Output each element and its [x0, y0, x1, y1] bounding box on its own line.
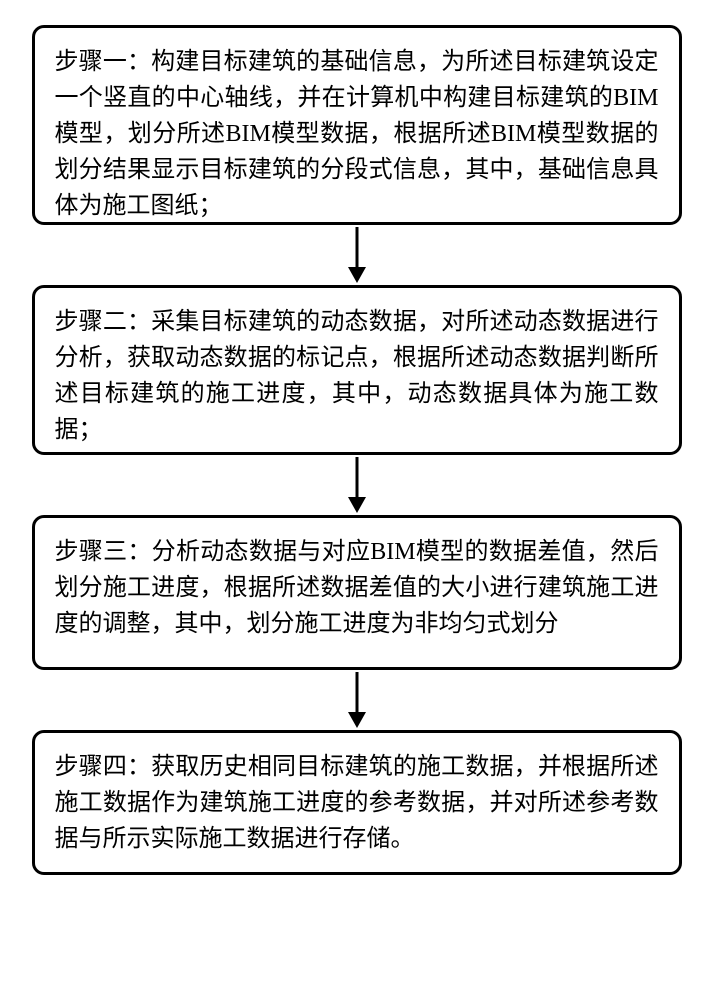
- down-arrow-icon: [345, 457, 369, 513]
- flowchart-step-3: 步骤三：分析动态数据与对应BIM模型的数据差值，然后划分施工进度，根据所述数据差…: [32, 515, 682, 670]
- step-2-text: 步骤二：采集目标建筑的动态数据，对所述动态数据进行分析，获取动态数据的标记点，根…: [55, 304, 659, 448]
- flowchart-step-4: 步骤四：获取历史相同目标建筑的施工数据，并根据所述施工数据作为建筑施工进度的参考…: [32, 730, 682, 875]
- arrow-3-to-4: [345, 670, 369, 730]
- flowchart-step-2: 步骤二：采集目标建筑的动态数据，对所述动态数据进行分析，获取动态数据的标记点，根…: [32, 285, 682, 455]
- down-arrow-icon: [345, 672, 369, 728]
- step-4-text: 步骤四：获取历史相同目标建筑的施工数据，并根据所述施工数据作为建筑施工进度的参考…: [55, 749, 659, 857]
- step-3-text: 步骤三：分析动态数据与对应BIM模型的数据差值，然后划分施工进度，根据所述数据差…: [55, 534, 659, 642]
- flowchart-step-1: 步骤一：构建目标建筑的基础信息，为所述目标建筑设定一个竖直的中心轴线，并在计算机…: [32, 25, 682, 225]
- arrow-1-to-2: [345, 225, 369, 285]
- arrow-2-to-3: [345, 455, 369, 515]
- step-1-text: 步骤一：构建目标建筑的基础信息，为所述目标建筑设定一个竖直的中心轴线，并在计算机…: [55, 44, 659, 224]
- down-arrow-icon: [345, 227, 369, 283]
